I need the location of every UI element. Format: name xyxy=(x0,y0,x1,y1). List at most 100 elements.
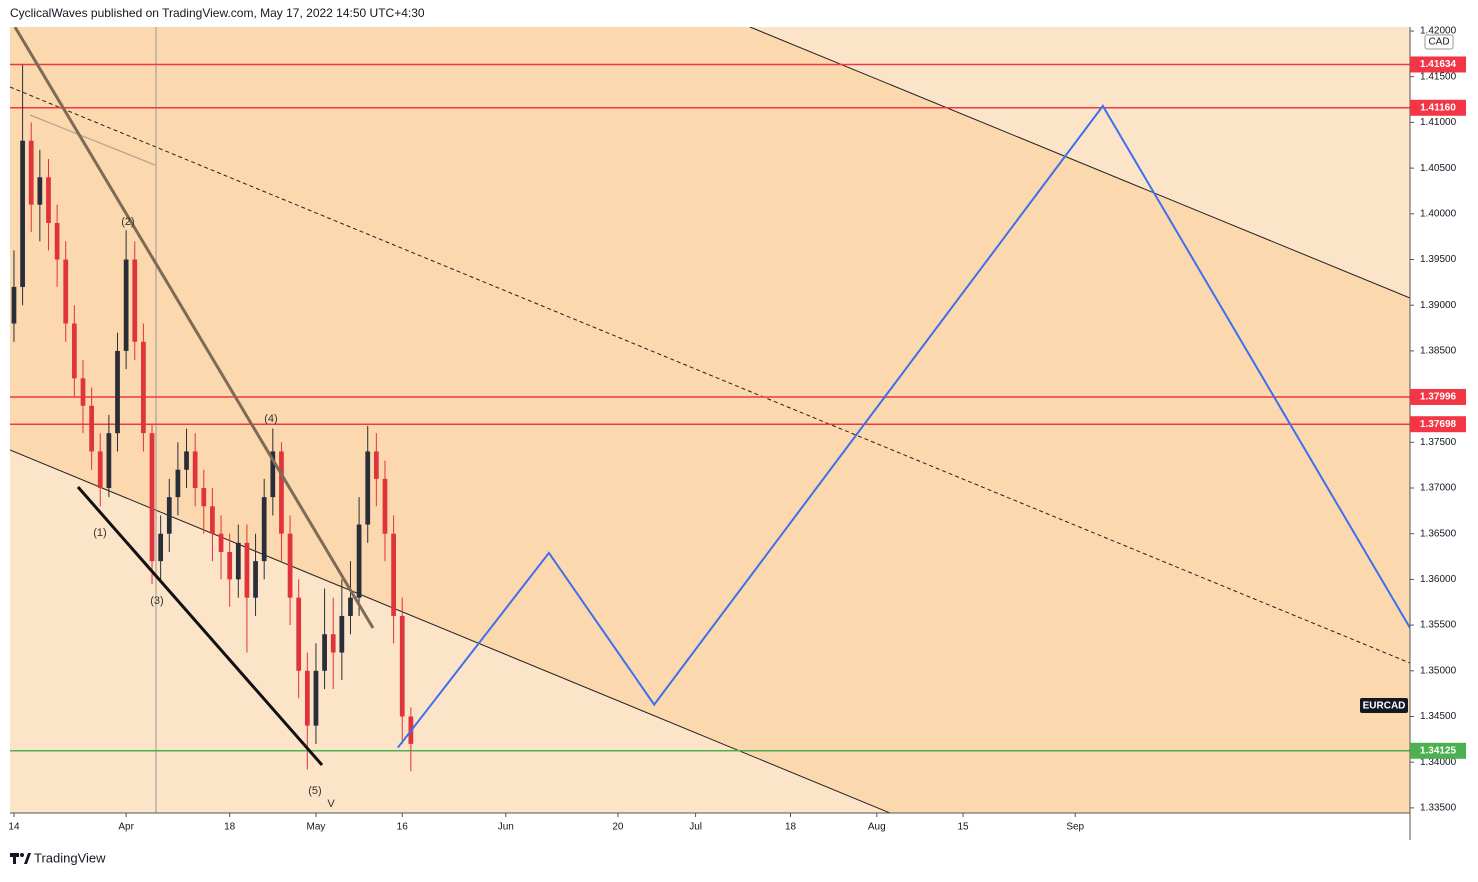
footer-brand: TradingView xyxy=(34,850,106,865)
wave-label: (4) xyxy=(264,413,277,425)
currency-box xyxy=(1424,34,1454,50)
channel-fill xyxy=(10,27,1410,813)
x-tick-label: Aug xyxy=(868,822,886,833)
drawings xyxy=(10,27,1410,813)
candle-body xyxy=(244,542,250,598)
level-label: 1.37996 xyxy=(1420,392,1457,403)
candle-body xyxy=(80,378,86,406)
x-tick-label: May xyxy=(307,822,326,833)
candle-body xyxy=(313,670,319,726)
wave-label: (1) xyxy=(93,527,106,539)
candle-body xyxy=(330,634,336,653)
candle-body xyxy=(71,323,77,379)
candle-body xyxy=(149,433,155,562)
candle-body xyxy=(365,451,371,525)
level-label-box xyxy=(1410,388,1466,405)
x-tick-label: 16 xyxy=(397,822,409,833)
x-tick-label: 15 xyxy=(958,822,970,833)
level-label-box xyxy=(1410,56,1466,73)
candle-body xyxy=(356,524,362,598)
candle-body xyxy=(235,542,241,580)
y-tick-label: 1.40500 xyxy=(1420,163,1457,174)
candle-body xyxy=(54,222,60,260)
wave-label: V xyxy=(327,798,335,810)
x-tick-label: Apr xyxy=(118,822,134,833)
candle-body xyxy=(322,634,327,671)
trend-line xyxy=(29,114,156,166)
candle-body xyxy=(373,451,379,479)
y-tick-label: 1.41000 xyxy=(1420,117,1457,128)
y-tick-label: 1.34000 xyxy=(1420,757,1457,768)
level-label-box xyxy=(1410,99,1466,116)
y-tick-label: 1.39500 xyxy=(1420,254,1457,265)
candle-body xyxy=(158,533,164,562)
symbol-box xyxy=(1360,698,1408,713)
x-tick-label: Jun xyxy=(498,822,514,833)
y-tick-label: 1.34500 xyxy=(1420,711,1457,722)
x-tick-label: 14 xyxy=(8,822,20,833)
footer-logo xyxy=(10,853,31,864)
y-tick-label: 1.35500 xyxy=(1420,620,1457,631)
level-label: 1.41160 xyxy=(1420,102,1456,113)
channel-mid xyxy=(10,86,1410,664)
candle-body xyxy=(391,533,396,616)
x-tick-label: 18 xyxy=(785,822,797,833)
x-tick-label: 18 xyxy=(224,822,236,833)
level-label: 1.34125 xyxy=(1420,745,1457,756)
wave-label: (5) xyxy=(308,785,321,797)
candle-body xyxy=(261,497,267,562)
candle-body xyxy=(253,561,258,598)
x-tick-label: Jul xyxy=(689,822,702,833)
y-tick-label: 1.39000 xyxy=(1420,300,1457,311)
level-label: 1.37698 xyxy=(1420,419,1457,430)
candle-body xyxy=(123,259,129,351)
marks xyxy=(10,63,1410,772)
channel-upper xyxy=(749,27,1410,299)
candle-body xyxy=(210,506,215,534)
candle-body xyxy=(63,259,69,324)
y-tick-label: 1.38500 xyxy=(1420,346,1457,357)
candle-body xyxy=(175,469,181,498)
candle-body xyxy=(106,433,112,488)
candle-body xyxy=(227,551,233,580)
candle-body xyxy=(348,597,353,616)
trend-line-black xyxy=(76,486,324,766)
y-tick-label: 1.37500 xyxy=(1420,437,1457,448)
candle-body xyxy=(115,350,120,434)
y-tick-label: 1.33500 xyxy=(1420,803,1457,814)
x-tick-label: 20 xyxy=(612,822,624,833)
y-tick-label: 1.36500 xyxy=(1420,528,1457,539)
trend-line-thick xyxy=(13,27,375,629)
level-label-box xyxy=(1410,416,1466,433)
y-tick-label: 1.40000 xyxy=(1420,208,1457,219)
level-label: 1.41634 xyxy=(1420,59,1457,70)
channel-lower xyxy=(10,449,891,813)
y-tick-label: 1.36000 xyxy=(1420,574,1457,585)
candle-body xyxy=(20,140,25,287)
candle-body xyxy=(141,341,146,434)
level-label-box xyxy=(1410,742,1466,759)
projection-path xyxy=(397,104,1410,749)
candle-body xyxy=(399,615,405,717)
candle-body xyxy=(166,497,172,534)
candle-body xyxy=(192,451,198,488)
candle-body xyxy=(97,451,103,488)
x-tick-label: Sep xyxy=(1066,822,1084,833)
candle-body xyxy=(28,140,34,205)
candle-body xyxy=(382,478,388,534)
y-tick-label: 1.42000 xyxy=(1420,26,1457,37)
candle-body xyxy=(184,451,189,470)
candle-body xyxy=(201,487,207,507)
candle-body xyxy=(304,670,310,726)
drawings-top xyxy=(13,27,375,766)
wave-label: (3) xyxy=(150,595,163,607)
candle-body xyxy=(279,451,284,534)
y-tick-label: 1.37000 xyxy=(1420,483,1457,494)
candle-body xyxy=(132,259,138,342)
candle-body xyxy=(89,405,94,452)
candle-body xyxy=(46,177,51,223)
symbol-label: EURCAD xyxy=(1363,701,1406,712)
header-title: CyclicalWaves published on TradingView.c… xyxy=(10,6,425,20)
